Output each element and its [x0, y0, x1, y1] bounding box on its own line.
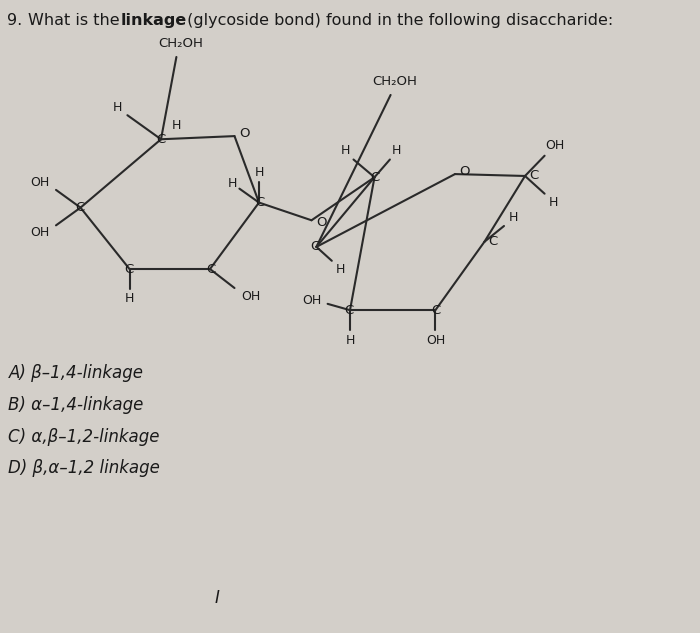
- Text: H: H: [509, 211, 519, 224]
- Text: O: O: [239, 127, 250, 140]
- Text: H: H: [345, 334, 355, 347]
- Text: OH: OH: [30, 176, 50, 189]
- Text: D) β,α–1,2 linkage: D) β,α–1,2 linkage: [8, 460, 160, 477]
- Text: H: H: [392, 144, 402, 157]
- Text: H: H: [228, 177, 237, 190]
- Text: OH: OH: [241, 291, 260, 303]
- Text: A) β–1,4-linkage: A) β–1,4-linkage: [8, 365, 144, 382]
- Text: C: C: [344, 304, 354, 316]
- Text: O: O: [459, 165, 470, 178]
- Text: H: H: [548, 196, 558, 209]
- Text: C: C: [255, 196, 265, 209]
- Text: OH: OH: [545, 139, 564, 152]
- Text: B) α–1,4-linkage: B) α–1,4-linkage: [8, 396, 144, 414]
- Text: H: H: [335, 263, 345, 276]
- Text: C: C: [75, 201, 85, 214]
- Text: C: C: [370, 171, 379, 184]
- Text: 9.: 9.: [7, 13, 22, 28]
- Text: OH: OH: [30, 227, 50, 239]
- Text: C: C: [206, 263, 216, 275]
- Text: C: C: [124, 263, 134, 275]
- Text: CH₂OH: CH₂OH: [158, 37, 203, 49]
- Text: O: O: [316, 216, 326, 229]
- Text: OH: OH: [302, 294, 321, 306]
- Text: OH: OH: [426, 334, 445, 347]
- Text: H: H: [172, 119, 181, 132]
- Text: H: H: [254, 166, 264, 179]
- Text: I: I: [215, 589, 219, 607]
- Text: (glycoside bond) found in the following disaccharide:: (glycoside bond) found in the following …: [182, 13, 613, 28]
- Text: H: H: [340, 144, 350, 157]
- Text: C: C: [310, 241, 320, 253]
- Text: linkage: linkage: [120, 13, 187, 28]
- Text: C: C: [431, 304, 441, 316]
- Text: H: H: [113, 101, 122, 114]
- Text: C: C: [488, 235, 498, 248]
- Text: What is the: What is the: [28, 13, 125, 28]
- Text: CH₂OH: CH₂OH: [372, 75, 417, 87]
- Text: C) α,β–1,2-linkage: C) α,β–1,2-linkage: [8, 428, 160, 446]
- Text: C: C: [528, 170, 538, 182]
- Text: C: C: [156, 133, 166, 146]
- Text: H: H: [125, 292, 134, 305]
